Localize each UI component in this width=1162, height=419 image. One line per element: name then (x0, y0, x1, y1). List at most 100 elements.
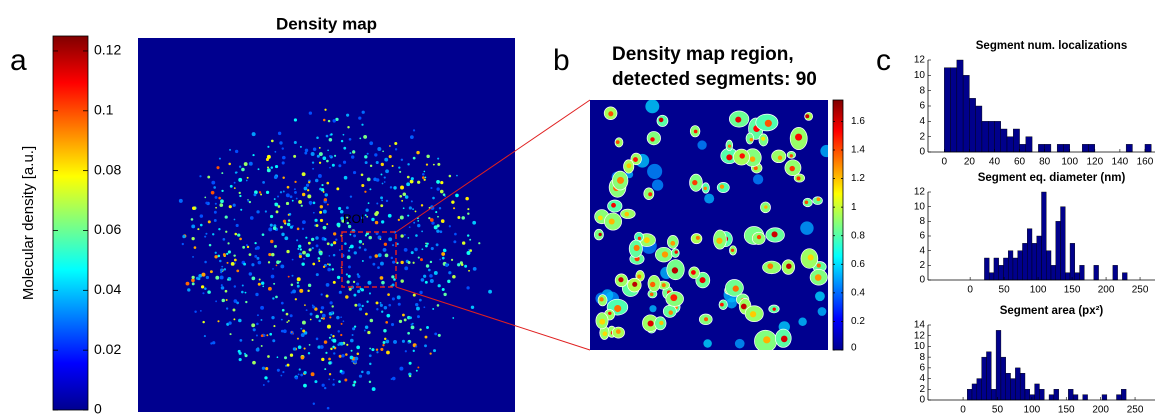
density-spot (317, 155, 320, 158)
density-spot (281, 319, 283, 321)
density-spot (399, 367, 403, 371)
x-tick-label: 160 (1137, 157, 1154, 168)
y-tick-label: 6 (919, 231, 925, 242)
density-spot (214, 219, 217, 222)
density-spot (439, 207, 441, 209)
density-spot (304, 371, 307, 374)
density-spot (251, 276, 255, 280)
density-spot (221, 172, 223, 174)
density-spot (324, 387, 326, 389)
density-spot (261, 345, 263, 347)
y-tick-label: 6 (919, 101, 925, 112)
density-spot (267, 168, 271, 172)
segment-core (789, 166, 794, 171)
density-spot (191, 218, 194, 221)
density-spot (324, 368, 326, 370)
segment-core (764, 205, 767, 208)
density-spot (333, 281, 336, 284)
density-spot (327, 268, 331, 272)
density-spot (377, 266, 380, 269)
bar (1051, 265, 1056, 280)
density-spot (349, 138, 352, 141)
density-spot (339, 249, 341, 251)
bar (1026, 137, 1032, 152)
density-spot (304, 304, 306, 306)
density-spot (368, 236, 372, 240)
density-spot (310, 313, 313, 316)
density-spot (376, 301, 379, 304)
density-spot (309, 111, 312, 114)
density-spot (308, 242, 311, 245)
density-spot (438, 284, 441, 287)
density-spot (329, 316, 331, 318)
bar (996, 330, 1001, 400)
density-spot (293, 347, 296, 350)
density-spot (357, 290, 360, 293)
density-spot (226, 307, 228, 309)
density-spot (278, 132, 281, 135)
density-spot (457, 263, 460, 266)
density-spot (415, 303, 418, 306)
density-spot (271, 316, 274, 319)
density-spot (318, 174, 322, 178)
density-spot (299, 368, 301, 370)
density-spot (297, 248, 299, 250)
density-spot (391, 275, 394, 278)
density-spot (286, 202, 289, 205)
x-tick-label: 50 (999, 285, 1011, 296)
chart-title: detected segments: 90 (612, 69, 817, 90)
y-tick-label: 1.4 (851, 145, 865, 156)
density-spot (353, 171, 356, 174)
density-spot (404, 248, 408, 252)
density-spot (208, 220, 211, 223)
density-spot (322, 156, 326, 160)
density-spot (467, 234, 469, 236)
density-spot (302, 251, 306, 255)
segment-core (750, 138, 754, 142)
bar (1025, 389, 1030, 400)
density-spot (381, 174, 383, 176)
x-tick-label: 250 (1132, 285, 1149, 296)
density-spot (349, 234, 351, 236)
density-spot (241, 168, 245, 172)
density-spot (461, 216, 465, 220)
density-spot (271, 140, 274, 143)
density-spot (332, 335, 334, 337)
density-spot (354, 251, 357, 254)
density-spot (365, 209, 368, 212)
density-spot (313, 212, 315, 214)
density-spot (251, 323, 255, 327)
density-spot (358, 117, 361, 120)
density-spot (303, 258, 305, 260)
density-spot (201, 285, 204, 288)
density-spot (297, 338, 299, 340)
density-spot (274, 203, 278, 207)
density-spot (390, 186, 392, 188)
density-spot (328, 120, 330, 122)
density-spot (200, 214, 203, 217)
density-spot (413, 222, 415, 224)
density-spot (204, 261, 207, 264)
segment-core (650, 292, 654, 296)
segment-core (694, 130, 698, 134)
density-spot (271, 253, 275, 257)
y-tick-label: 0.8 (851, 230, 865, 241)
segment-core (614, 305, 621, 312)
density-spot (282, 156, 286, 160)
segment-core (817, 264, 821, 268)
density-spot (404, 266, 408, 270)
density-spot (386, 314, 390, 318)
density-spot (239, 238, 242, 241)
x-tick-label: 200 (1098, 285, 1115, 296)
density-spot (411, 200, 413, 202)
y-axis-label: Molecular density [a.u.] (20, 146, 37, 300)
segment-core (675, 250, 678, 253)
density-spot (239, 358, 242, 361)
bar (1046, 251, 1051, 280)
density-spot (441, 219, 445, 223)
density-spot (229, 149, 231, 151)
density-spot (259, 191, 261, 193)
density-spot (316, 136, 319, 139)
density-spot (290, 314, 293, 317)
density-spot (323, 191, 325, 193)
